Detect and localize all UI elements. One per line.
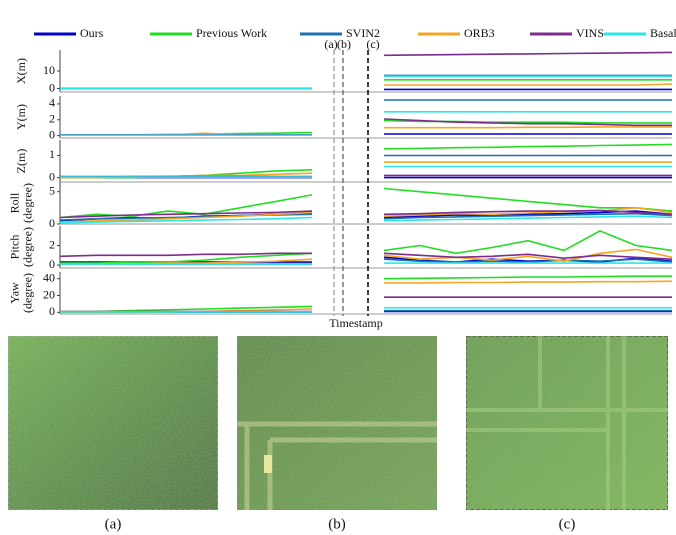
y-tick-label: 2 <box>49 112 55 126</box>
x-axis-label: Timestamp <box>329 316 383 330</box>
series-line <box>59 187 673 219</box>
series-line <box>60 230 673 264</box>
y-tick-label: 5 <box>49 183 55 197</box>
series-line <box>59 215 673 224</box>
series-line <box>60 306 672 313</box>
event-label: (b) <box>337 37 351 51</box>
y-tick-label: 10 <box>43 63 55 77</box>
image-c <box>465 335 669 511</box>
series-line <box>60 74 672 90</box>
event-label: (a) <box>324 37 337 51</box>
y-tick-label: 20 <box>43 287 55 301</box>
y-axis-label: Z(m) <box>14 149 28 174</box>
y-tick-label: 1 <box>49 147 55 161</box>
series-line <box>60 99 672 136</box>
y-tick-label: 40 <box>43 270 55 284</box>
y-tick-label: 2 <box>49 237 55 251</box>
series-line <box>59 209 673 219</box>
door-frame <box>466 336 668 510</box>
series-line <box>60 262 672 265</box>
door-frame <box>237 421 437 510</box>
caption: (a) <box>105 516 122 532</box>
y-tick-label: 0 <box>49 216 55 230</box>
y-axis-label: Yaw <box>7 282 21 304</box>
y-tick-label: 4 <box>49 96 55 110</box>
y-tick-label: 0 <box>49 80 55 94</box>
series-line <box>60 111 672 136</box>
legend-label: Basalt <box>650 26 676 40</box>
legend-label: SVIN2 <box>346 26 380 40</box>
event-label: (c) <box>366 37 379 51</box>
y-tick-label: 0 <box>49 257 55 271</box>
image-a <box>7 335 219 511</box>
y-axis-label: (degree) <box>20 227 34 267</box>
series-line <box>60 165 672 178</box>
y-tick-label: 0 <box>49 127 55 141</box>
legend-label: Ours <box>80 26 104 40</box>
y-axis-label: (degree) <box>20 183 34 223</box>
y-axis-label: X(m) <box>14 58 28 84</box>
series-line <box>60 51 673 90</box>
y-tick-label: 0 <box>49 304 55 318</box>
caption: (b) <box>328 516 346 532</box>
series-line <box>60 75 672 90</box>
y-axis-label: Roll <box>7 192 21 213</box>
series-line <box>60 79 672 90</box>
y-axis-label: Y(m) <box>14 104 28 130</box>
y-tick-label: 0 <box>49 169 55 183</box>
y-axis-label: (degree) <box>20 273 34 313</box>
legend-label: Previous Work <box>196 26 267 40</box>
legend-label: VINS <box>576 26 604 40</box>
series-line <box>60 143 673 179</box>
caption: (c) <box>559 516 576 532</box>
series-line <box>59 206 673 223</box>
images: (a) (b) (c) <box>7 335 669 532</box>
legend-label: ORB3 <box>464 26 495 40</box>
series-line <box>60 296 672 313</box>
series-line <box>59 252 673 260</box>
y-axis-label: Pitch <box>7 235 21 260</box>
door-handle <box>264 455 272 473</box>
